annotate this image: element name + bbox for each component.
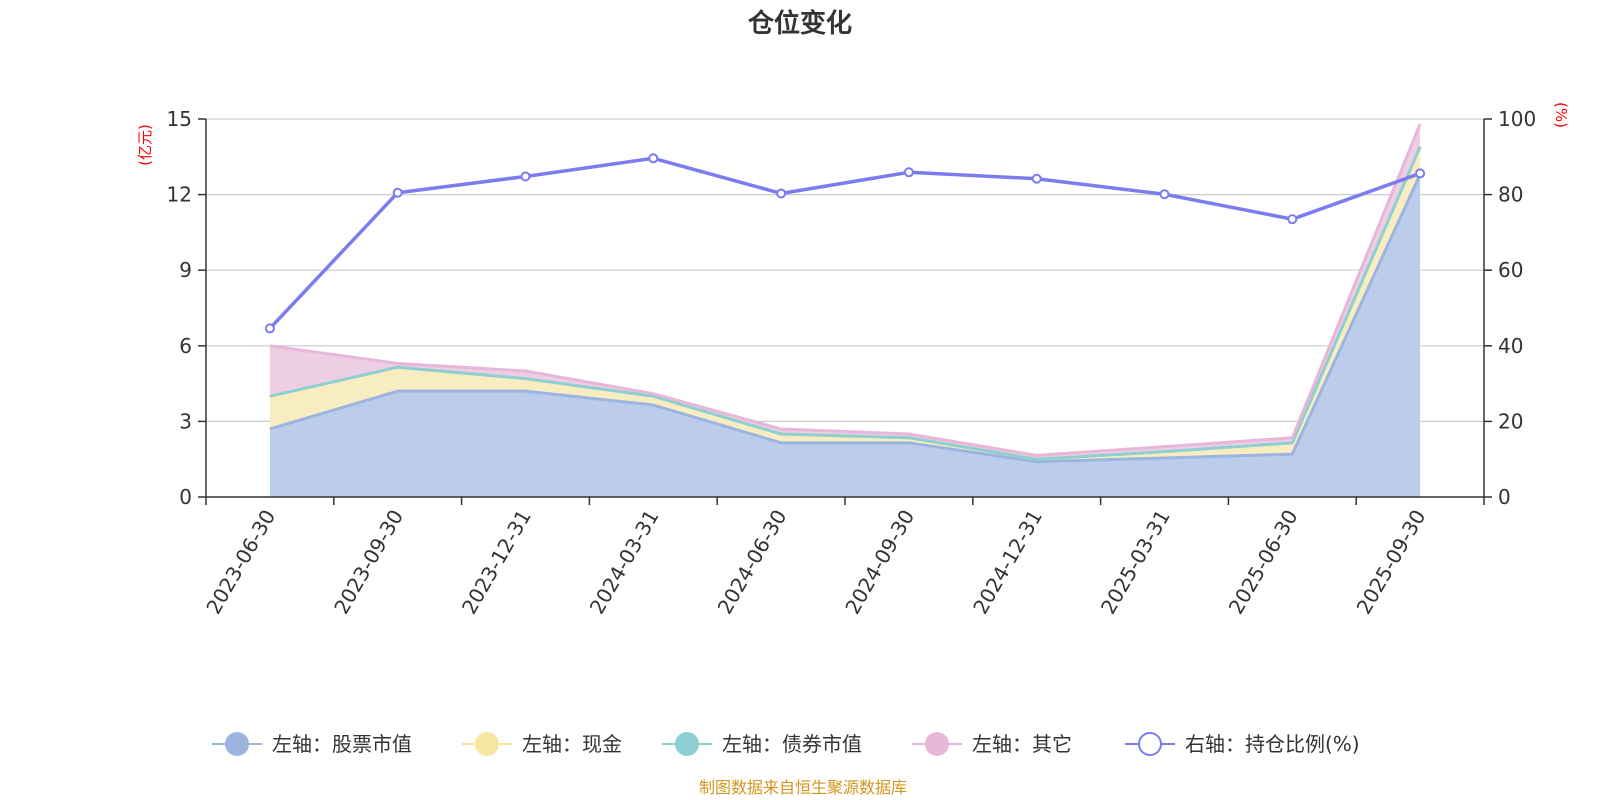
left-tick-label: 15 [167, 107, 192, 131]
left-axis-unit: (亿元) [136, 124, 154, 166]
legend-label: 左轴：现金 [522, 732, 622, 756]
legend-item[interactable]: 右轴：持仓比例(%) [1125, 732, 1360, 756]
source-note: 制图数据来自恒生聚源数据库 [699, 778, 907, 797]
right-tick-label: 100 [1498, 107, 1536, 131]
ratio-point [648, 153, 659, 164]
ratio-point [776, 188, 787, 199]
area-series-0 [269, 174, 1421, 497]
legend-swatch-marker [225, 732, 249, 756]
x-tick-label: 2024-12-31 [968, 506, 1047, 619]
area-line-series-2 [269, 146, 1422, 461]
chart-title: 仓位变化 [747, 8, 852, 39]
ratio-point [520, 171, 531, 182]
legend-item[interactable]: 左轴：债券市值 [662, 732, 862, 756]
x-axis-ticks: 2023-06-30 2023-09-30 2023-12-31 2024-03-31… [201, 497, 1485, 619]
legend-swatch-marker [1138, 732, 1162, 756]
ratio-point [1287, 214, 1298, 225]
left-tick-label: 9 [179, 258, 192, 282]
left-tick-label: 3 [179, 409, 192, 433]
position-ratio-line [264, 153, 1426, 334]
ratio-point [264, 323, 275, 334]
right-tick-label: 0 [1498, 485, 1511, 509]
x-tick-label: 2024-09-30 [840, 506, 919, 619]
right-axis-ticks: 0 20 40 60 80 100 [1484, 107, 1536, 509]
stacked-area-lines [269, 123, 1422, 464]
area-line-series-3 [269, 123, 1422, 457]
ratio-point [903, 167, 914, 178]
x-tick-label: 2025-06-30 [1224, 506, 1303, 619]
legend-label: 右轴：持仓比例(%) [1185, 732, 1360, 756]
right-tick-label: 60 [1498, 258, 1523, 282]
ratio-point [1415, 168, 1426, 179]
ratio-line-path [268, 156, 1421, 330]
legend-item[interactable]: 左轴：其它 [912, 732, 1072, 756]
legend-label: 左轴：债券市值 [722, 732, 862, 756]
legend-label: 左轴：股票市值 [272, 732, 412, 756]
left-tick-label: 0 [179, 485, 192, 509]
legend-label: 左轴：其它 [972, 732, 1072, 756]
x-tick-label: 2025-09-30 [1352, 506, 1431, 619]
x-tick-label: 2023-12-31 [457, 506, 536, 619]
ratio-point [1031, 173, 1042, 184]
area-line-series-0 [269, 173, 1422, 464]
left-axis-ticks: 0 3 6 9 12 15 [167, 107, 206, 509]
ratio-point [392, 187, 403, 198]
right-tick-label: 80 [1498, 183, 1523, 207]
legend[interactable]: 左轴：股票市值 左轴：现金 左轴：债券市值 左轴：其它 右轴：持仓比例(%) [212, 732, 1360, 756]
x-tick-label: 2023-06-30 [201, 506, 280, 619]
left-tick-label: 6 [179, 334, 192, 358]
ratio-point [1159, 189, 1170, 200]
right-axis-unit: (%) [1552, 102, 1570, 128]
legend-item[interactable]: 左轴：现金 [462, 732, 622, 756]
legend-swatch-marker [925, 732, 949, 756]
x-tick-label: 2024-06-30 [713, 506, 792, 619]
x-tick-label: 2023-09-30 [329, 506, 408, 619]
right-tick-label: 20 [1498, 409, 1523, 433]
left-tick-label: 12 [167, 183, 192, 207]
right-tick-label: 40 [1498, 334, 1523, 358]
legend-item[interactable]: 左轴：股票市值 [212, 732, 412, 756]
x-tick-label: 2025-03-31 [1096, 506, 1175, 619]
legend-swatch-marker [475, 732, 499, 756]
legend-swatch-marker [675, 732, 699, 756]
gridlines [206, 118, 1484, 422]
x-tick-label: 2024-03-31 [585, 506, 664, 619]
